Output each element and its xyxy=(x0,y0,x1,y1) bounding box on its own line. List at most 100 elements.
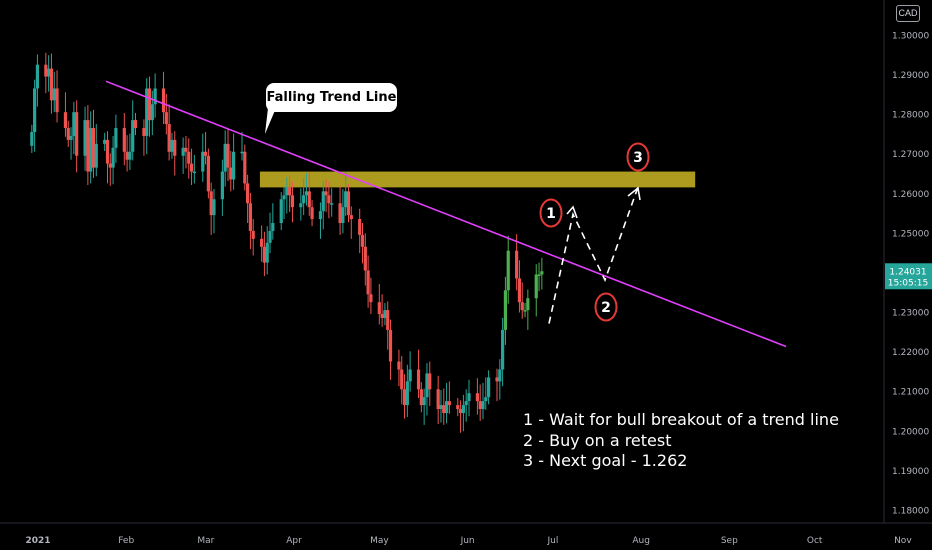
candle-body xyxy=(349,215,353,220)
candle-body xyxy=(523,310,527,312)
candle-body xyxy=(299,203,303,208)
candle-body xyxy=(246,183,250,204)
candle-body xyxy=(456,405,460,410)
candle-body xyxy=(243,151,247,184)
candle-body xyxy=(464,401,468,406)
candle-body xyxy=(444,401,449,414)
candle-body xyxy=(318,211,323,220)
candle-body xyxy=(262,246,267,263)
candle-body xyxy=(402,389,407,406)
candle-body xyxy=(419,389,423,406)
candle-body xyxy=(108,163,112,168)
candle-body xyxy=(400,369,404,390)
candle-body xyxy=(128,151,132,160)
candle-body xyxy=(428,373,432,390)
price-tick-label: 1.23000 xyxy=(892,309,929,319)
candle-body xyxy=(304,191,309,196)
candle-body xyxy=(212,199,216,216)
time-tick-label: Jun xyxy=(460,536,475,546)
candle-body xyxy=(131,120,135,152)
candle-body xyxy=(69,135,73,140)
candle-body xyxy=(35,64,40,89)
candle-body xyxy=(55,88,59,113)
candle-body xyxy=(386,310,390,330)
candle-body xyxy=(290,195,295,208)
price-tick-label: 1.26000 xyxy=(892,190,929,200)
candle-body xyxy=(122,128,126,152)
candle-body xyxy=(187,151,191,164)
candle-body xyxy=(251,230,255,239)
candle-body xyxy=(321,191,325,212)
candle-body xyxy=(94,143,98,168)
candle-body xyxy=(288,187,292,196)
price-tick-label: 1.22000 xyxy=(892,348,929,358)
candle-body xyxy=(408,369,412,382)
candle-body xyxy=(203,151,208,156)
note-step-1: 1 - Wait for bull breakout of a trend li… xyxy=(523,410,839,429)
candle-body xyxy=(310,207,314,220)
step-marker-label: 1 xyxy=(546,206,556,222)
candle-body xyxy=(271,223,275,231)
candle-body xyxy=(475,393,479,402)
step-marker-circle xyxy=(626,142,650,172)
time-axis[interactable]: 2021 Feb Mar Apr May Jun Jul Aug Sep Oct Nov xyxy=(25,536,912,546)
candle-body xyxy=(515,250,519,279)
candle-body xyxy=(338,203,342,224)
candle-body xyxy=(173,139,177,156)
trend-line-callout: Falling Trend Line xyxy=(266,83,397,112)
time-tick-label: Aug xyxy=(632,536,650,546)
time-tick-label: Sep xyxy=(721,536,738,546)
candle-body xyxy=(346,191,351,216)
candle-body xyxy=(285,187,289,196)
candle-body xyxy=(201,151,205,172)
strategy-notes: 1 - Wait for bull breakout of a trend li… xyxy=(523,410,839,472)
price-tick-label: 1.30000 xyxy=(892,32,929,42)
candle-body xyxy=(150,104,154,121)
candle-body xyxy=(260,238,264,247)
candle-body xyxy=(330,203,334,205)
candle-body xyxy=(534,274,538,299)
candle-body xyxy=(467,393,471,402)
candle-body xyxy=(231,151,236,180)
candle-body xyxy=(164,112,168,125)
candle-body xyxy=(268,230,272,243)
candle-body xyxy=(192,171,196,174)
projection-path-layer xyxy=(548,186,641,324)
currency-button[interactable]: CAD xyxy=(896,5,920,22)
candle-body xyxy=(498,369,502,382)
candle-body xyxy=(91,128,96,168)
bar-countdown: 15:05:15 xyxy=(888,278,928,288)
candle-body xyxy=(540,271,544,275)
candle-body xyxy=(83,120,87,156)
candle-body xyxy=(302,195,306,204)
candle-body xyxy=(114,128,118,148)
candle-body xyxy=(63,112,68,129)
step-marker-circle xyxy=(594,292,618,322)
candle-body xyxy=(425,373,429,398)
candle-body xyxy=(33,88,37,132)
candle-body xyxy=(344,191,348,208)
candle-body xyxy=(153,88,157,105)
candle-body xyxy=(360,234,365,247)
candle-body xyxy=(229,167,233,180)
candle-body xyxy=(517,278,522,303)
candle-body xyxy=(341,207,345,224)
candle-body xyxy=(167,124,171,152)
candle-body xyxy=(537,274,541,276)
candle-body xyxy=(458,409,463,414)
candlestick-series xyxy=(30,52,544,433)
candle-body xyxy=(377,302,381,315)
time-tick-label: 2021 xyxy=(25,536,50,546)
candle-body xyxy=(416,369,421,390)
candle-body xyxy=(436,389,440,410)
candle-body xyxy=(487,377,491,398)
projection-arrowhead xyxy=(566,205,578,219)
time-tick-label: Oct xyxy=(807,536,823,546)
candle-body xyxy=(363,246,367,271)
candle-body xyxy=(422,397,426,406)
price-tick-label: 1.21000 xyxy=(892,388,929,398)
resistance-zone xyxy=(259,171,696,188)
price-tick-label: 1.27000 xyxy=(892,150,929,160)
